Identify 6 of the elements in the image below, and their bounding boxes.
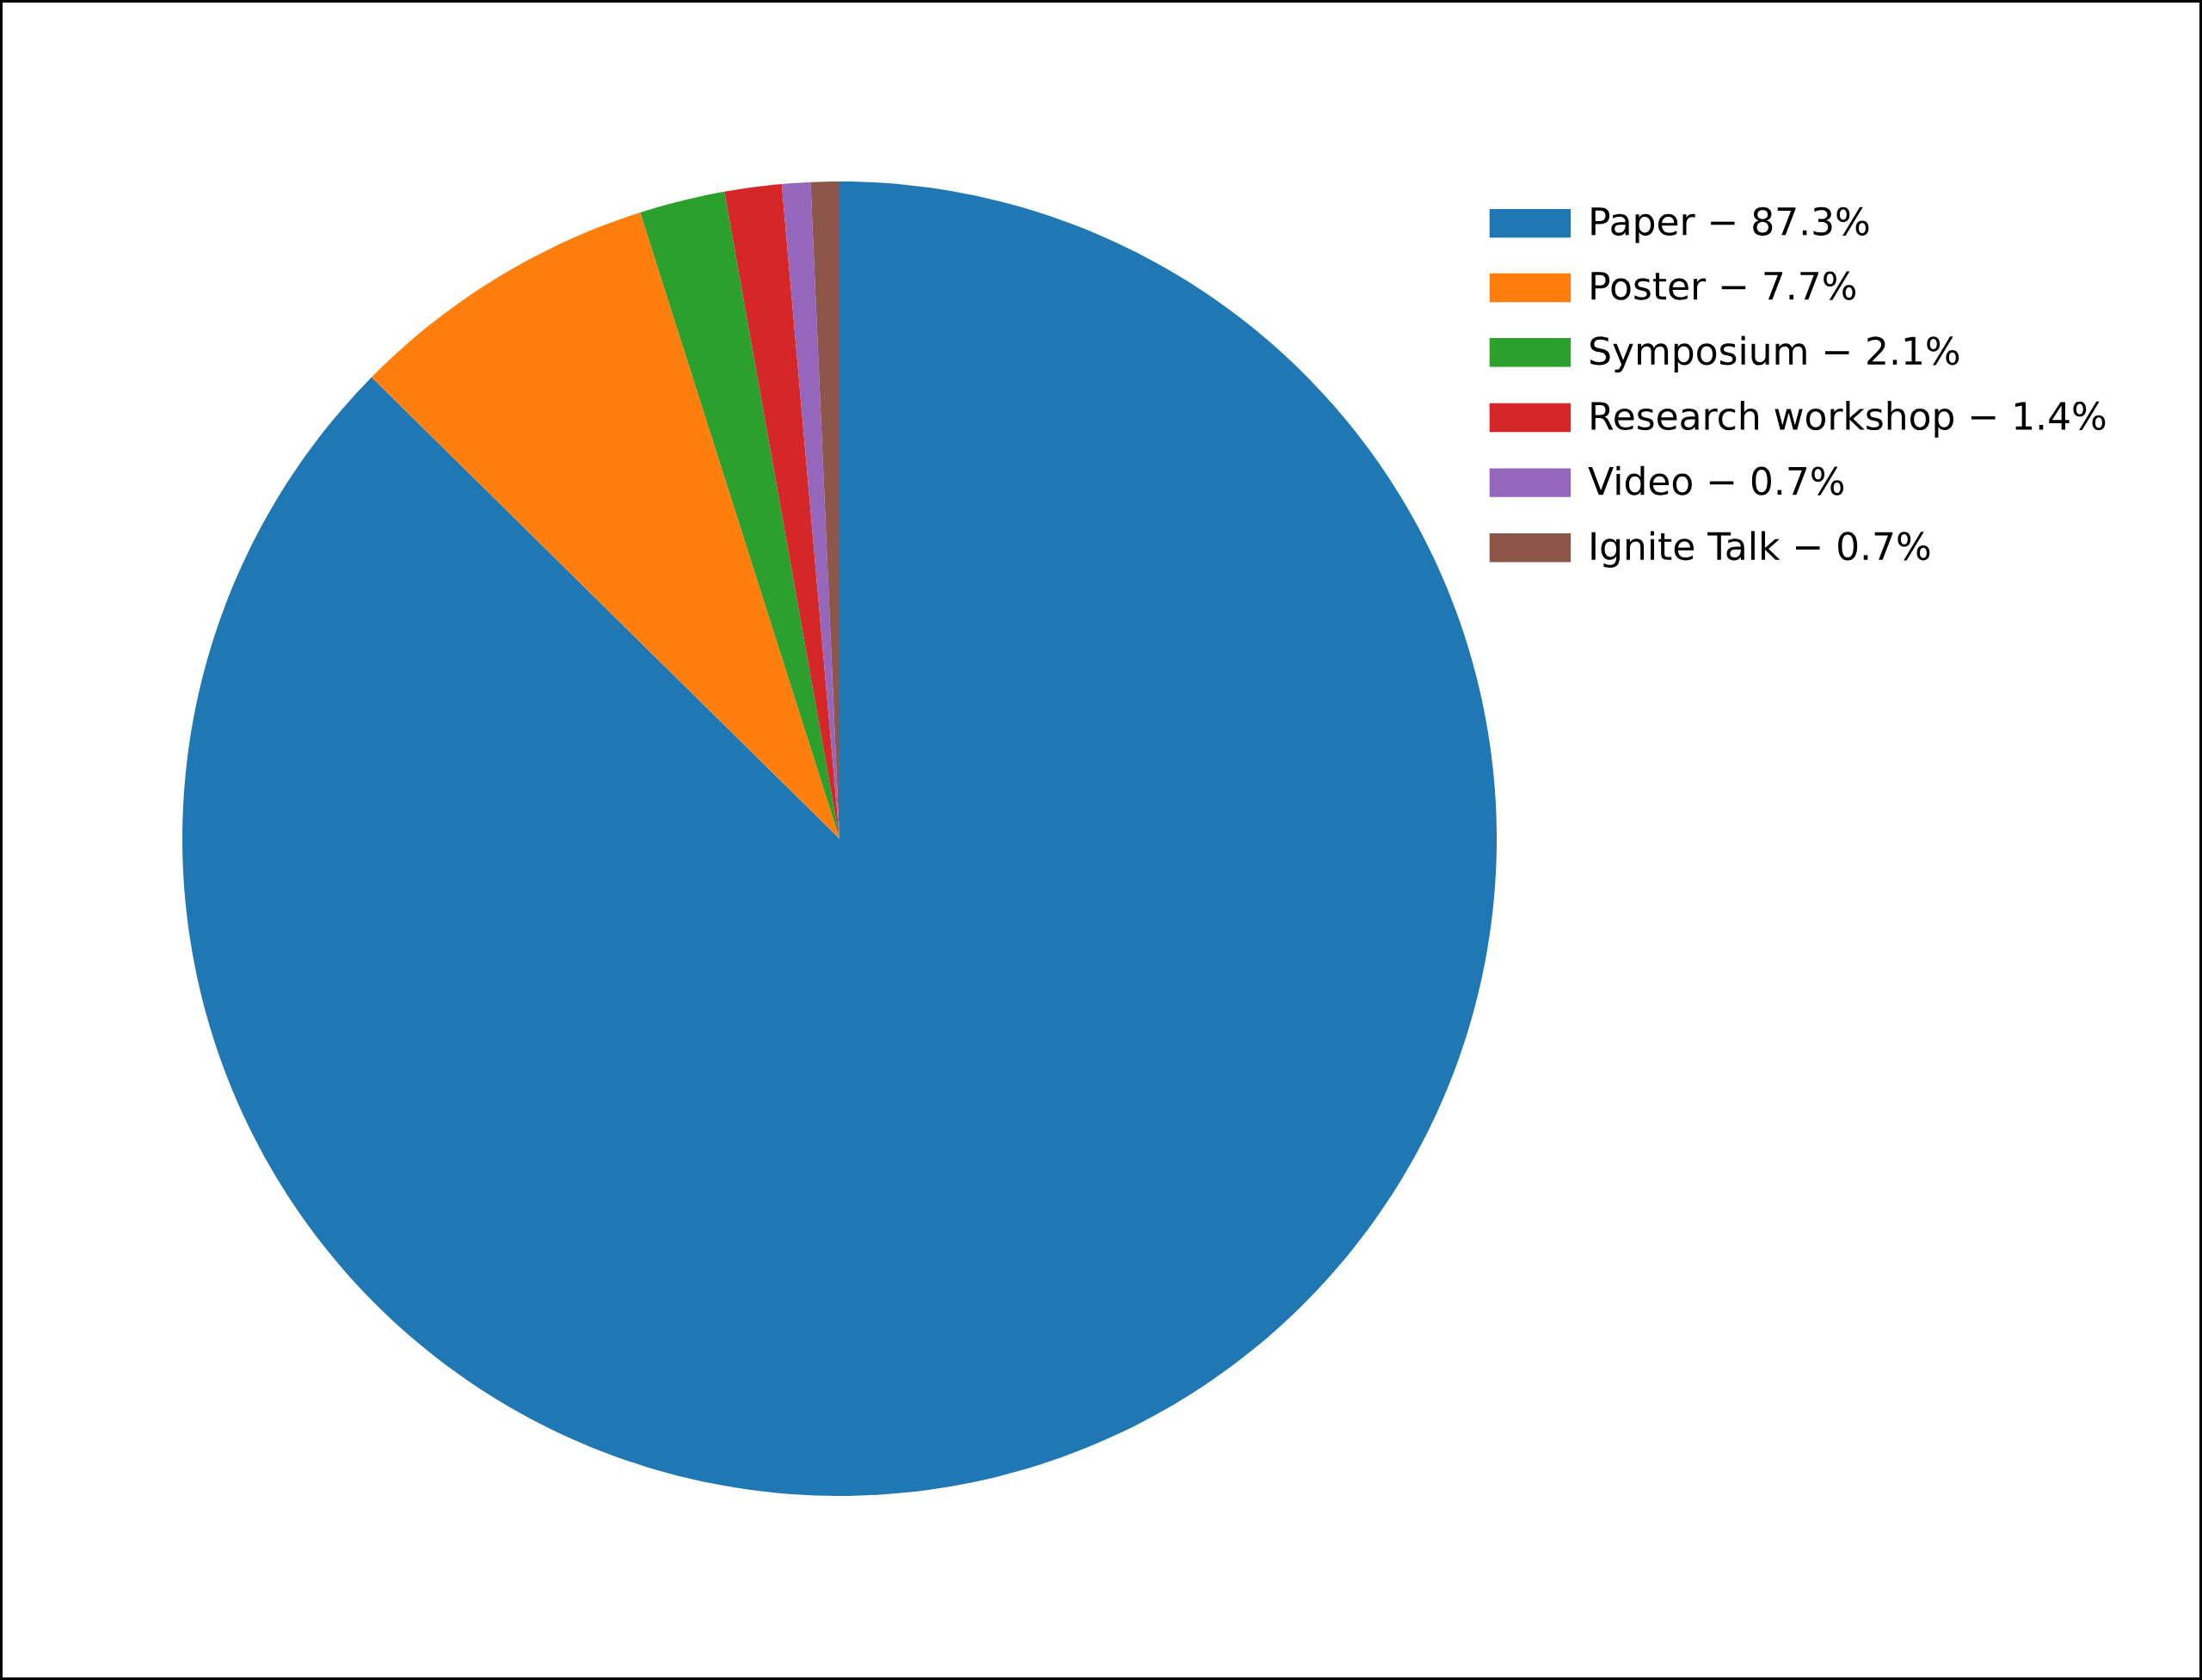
legend-label: Research workshop − 1.4% [1591,401,2106,438]
legend-label: Poster − 7.7% [1591,271,1856,300]
legend-label: Symposium − 2.1% [1590,335,1959,372]
legend-label: Ignite Talk − 0.7% [1591,531,1930,568]
legend-label: Video − 0.7% [1588,465,1844,495]
legend-label: Paper − 87.3% [1591,206,1869,243]
